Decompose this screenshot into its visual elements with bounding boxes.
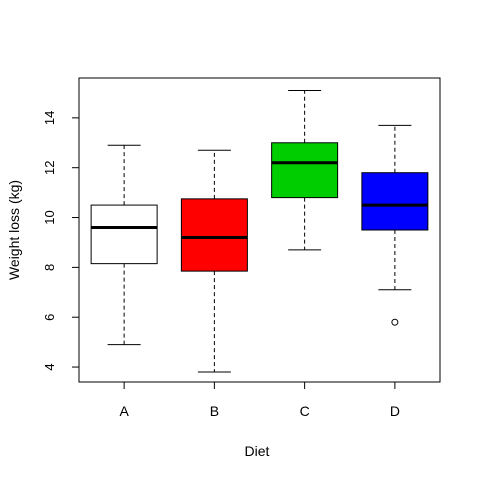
box-rect [271, 142, 339, 199]
box-rect [180, 198, 248, 272]
y-axis: 4 6 8 10 12 14 [42, 111, 80, 371]
y-tick-label: 12 [42, 160, 57, 174]
y-tick-label: 8 [42, 264, 57, 271]
x-tick-label: C [300, 403, 310, 419]
box-B [180, 149, 248, 373]
x-tick-label: A [119, 403, 129, 419]
box-rect [361, 172, 429, 231]
x-axis-label: Diet [245, 443, 270, 459]
box-C [271, 89, 339, 251]
y-tick-label: 4 [42, 363, 57, 370]
box-rect [90, 204, 158, 265]
y-tick-label: 14 [42, 111, 57, 125]
outlier-point [391, 318, 399, 326]
boxes [90, 89, 429, 373]
y-axis-label: Weight loss (kg) [6, 180, 22, 280]
x-tick-label: D [390, 403, 400, 419]
x-axis: A B C D [119, 381, 400, 419]
y-tick-label: 6 [42, 314, 57, 321]
box-D [361, 124, 429, 326]
x-tick-label: B [210, 403, 219, 419]
box-A [90, 144, 158, 346]
y-tick-label: 10 [42, 210, 57, 224]
